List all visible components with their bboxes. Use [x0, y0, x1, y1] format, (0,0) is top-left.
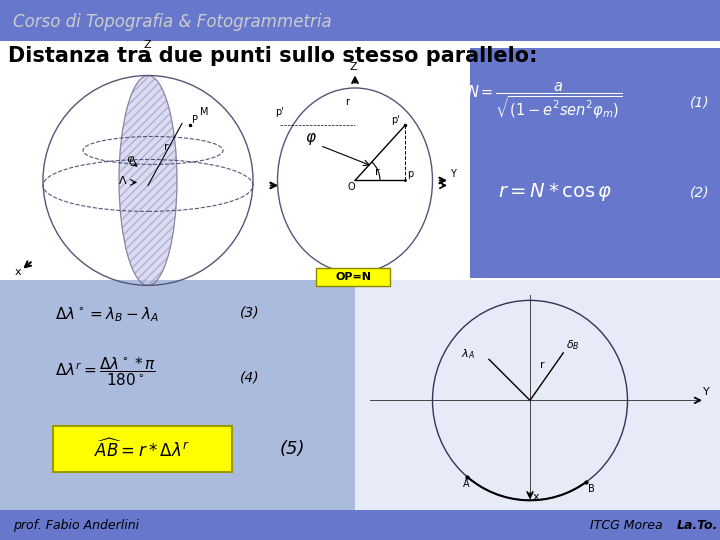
Text: r: r — [164, 143, 168, 152]
Ellipse shape — [119, 76, 177, 286]
FancyBboxPatch shape — [316, 268, 390, 286]
Bar — [355, 280, 720, 510]
Text: (1): (1) — [690, 96, 710, 110]
Text: (4): (4) — [240, 370, 260, 384]
Text: $\delta_B$: $\delta_B$ — [566, 338, 580, 352]
Text: p': p' — [391, 116, 400, 125]
Text: $\Delta\lambda^r = \dfrac{\Delta\lambda^\circ * \pi}{180^\circ}$: $\Delta\lambda^r = \dfrac{\Delta\lambda^… — [55, 355, 156, 388]
Text: $\widehat{AB} = r * \Delta\lambda^r$: $\widehat{AB} = r * \Delta\lambda^r$ — [94, 438, 190, 461]
Text: x: x — [533, 492, 539, 502]
Text: p': p' — [275, 107, 284, 118]
Text: p: p — [407, 170, 413, 179]
Text: M: M — [200, 107, 209, 118]
Bar — [0, 40, 720, 280]
Text: Distanza tra due punti sullo stesso parallelo:: Distanza tra due punti sullo stesso para… — [8, 46, 538, 66]
Bar — [270, 49, 470, 279]
Text: Corso di Topografia & Fotogrammetria: Corso di Topografia & Fotogrammetria — [13, 14, 332, 31]
Text: $N = \dfrac{a}{\sqrt{(1-e^2 sen^2\varphi_m)}}$: $N = \dfrac{a}{\sqrt{(1-e^2 sen^2\varphi… — [467, 80, 623, 120]
Text: Y: Y — [450, 170, 456, 179]
Text: ITCG Morea: ITCG Morea — [590, 518, 667, 532]
Text: r: r — [375, 167, 379, 178]
Text: O: O — [347, 183, 355, 192]
Text: $\lambda_A$: $\lambda_A$ — [461, 347, 474, 361]
Text: OP=N: OP=N — [335, 272, 371, 282]
Text: La.To.: La.To. — [677, 518, 718, 532]
Text: (2): (2) — [690, 185, 710, 199]
Text: $\Delta\lambda^\circ = \lambda_B - \lambda_A$: $\Delta\lambda^\circ = \lambda_B - \lamb… — [55, 306, 158, 324]
Text: r: r — [345, 98, 349, 107]
Text: prof. Fabio Anderlini: prof. Fabio Anderlini — [13, 518, 139, 532]
FancyBboxPatch shape — [53, 427, 232, 472]
Text: $\varphi$: $\varphi$ — [305, 131, 317, 147]
Text: $r = N * \cos\varphi$: $r = N * \cos\varphi$ — [498, 181, 612, 204]
Text: Y: Y — [703, 387, 710, 397]
Text: $\Lambda$: $\Lambda$ — [118, 174, 127, 186]
Text: B: B — [588, 484, 595, 494]
Text: P: P — [192, 116, 198, 125]
Text: $\varphi$: $\varphi$ — [126, 154, 135, 166]
Text: x: x — [15, 267, 22, 278]
Text: r: r — [540, 360, 544, 370]
Bar — [0, 280, 355, 510]
Text: Z: Z — [144, 40, 152, 51]
Text: (3): (3) — [240, 306, 260, 319]
Text: A: A — [464, 479, 470, 489]
Bar — [470, 49, 720, 279]
Text: Z: Z — [350, 63, 358, 72]
Text: (5): (5) — [280, 440, 305, 458]
